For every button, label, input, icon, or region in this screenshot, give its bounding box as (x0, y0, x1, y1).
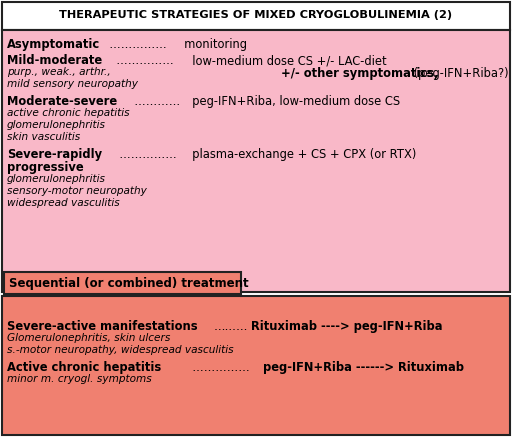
Text: monitoring: monitoring (177, 38, 247, 51)
Text: plasma-exchange + CS + CPX (or RTX): plasma-exchange + CS + CPX (or RTX) (185, 148, 416, 161)
Text: +/- other symptomatics,: +/- other symptomatics, (185, 67, 438, 80)
Text: Moderate-severe: Moderate-severe (7, 95, 117, 108)
Bar (2, 296, 510, 435)
Text: purp., weak., arthr.,: purp., weak., arthr., (7, 67, 111, 77)
Text: s.-motor neuropathy, widespread vasculitis: s.-motor neuropathy, widespread vasculit… (7, 345, 233, 355)
Text: Severe-rapidly: Severe-rapidly (7, 148, 102, 161)
Text: Sequential (or combined) treatment: Sequential (or combined) treatment (9, 277, 249, 289)
Text: Asymptomatic: Asymptomatic (7, 38, 100, 51)
Text: progressive: progressive (7, 161, 83, 174)
Text: ……………: …………… (109, 54, 174, 67)
Text: (peg-IFN+Riba?): (peg-IFN+Riba?) (410, 67, 508, 80)
Text: peg-IFN+Riba ------> Rituximab: peg-IFN+Riba ------> Rituximab (255, 361, 464, 374)
Text: widespread vasculitis: widespread vasculitis (7, 198, 120, 208)
Bar (2, 30, 510, 292)
Text: active chronic hepatitis: active chronic hepatitis (7, 108, 130, 118)
Text: sensory-motor neuropathy: sensory-motor neuropathy (7, 186, 147, 196)
Bar (2, 2, 510, 30)
Text: ………: ……… (214, 320, 248, 333)
Text: Active chronic hepatitis: Active chronic hepatitis (7, 361, 161, 374)
Text: skin vasculitis: skin vasculitis (7, 132, 80, 142)
Text: low-medium dose CS +/- LAC-diet: low-medium dose CS +/- LAC-diet (185, 54, 387, 67)
Bar (4, 272, 241, 294)
Text: Mild-moderate: Mild-moderate (7, 54, 102, 67)
Text: Rituximab ----> peg-IFN+Riba: Rituximab ----> peg-IFN+Riba (247, 320, 442, 333)
Text: ……………: …………… (185, 361, 250, 374)
Text: peg-IFN+Riba, low-medium dose CS: peg-IFN+Riba, low-medium dose CS (185, 95, 400, 108)
Text: ……………: …………… (102, 38, 167, 51)
Text: THERAPEUTIC STRATEGIES OF MIXED CRYOGLOBULINEMIA (2): THERAPEUTIC STRATEGIES OF MIXED CRYOGLOB… (59, 10, 453, 20)
Text: glomerulonephritis: glomerulonephritis (7, 120, 106, 130)
Text: glomerulonephritis: glomerulonephritis (7, 174, 106, 184)
Text: ……………: …………… (112, 148, 177, 161)
Text: mild sensory neuropathy: mild sensory neuropathy (7, 79, 138, 89)
Text: Severe-active manifestations: Severe-active manifestations (7, 320, 198, 333)
Text: …………: ………… (127, 95, 180, 108)
Text: Glomerulonephritis, skin ulcers: Glomerulonephritis, skin ulcers (7, 333, 170, 343)
Text: minor m. cryogl. symptoms: minor m. cryogl. symptoms (7, 374, 152, 384)
